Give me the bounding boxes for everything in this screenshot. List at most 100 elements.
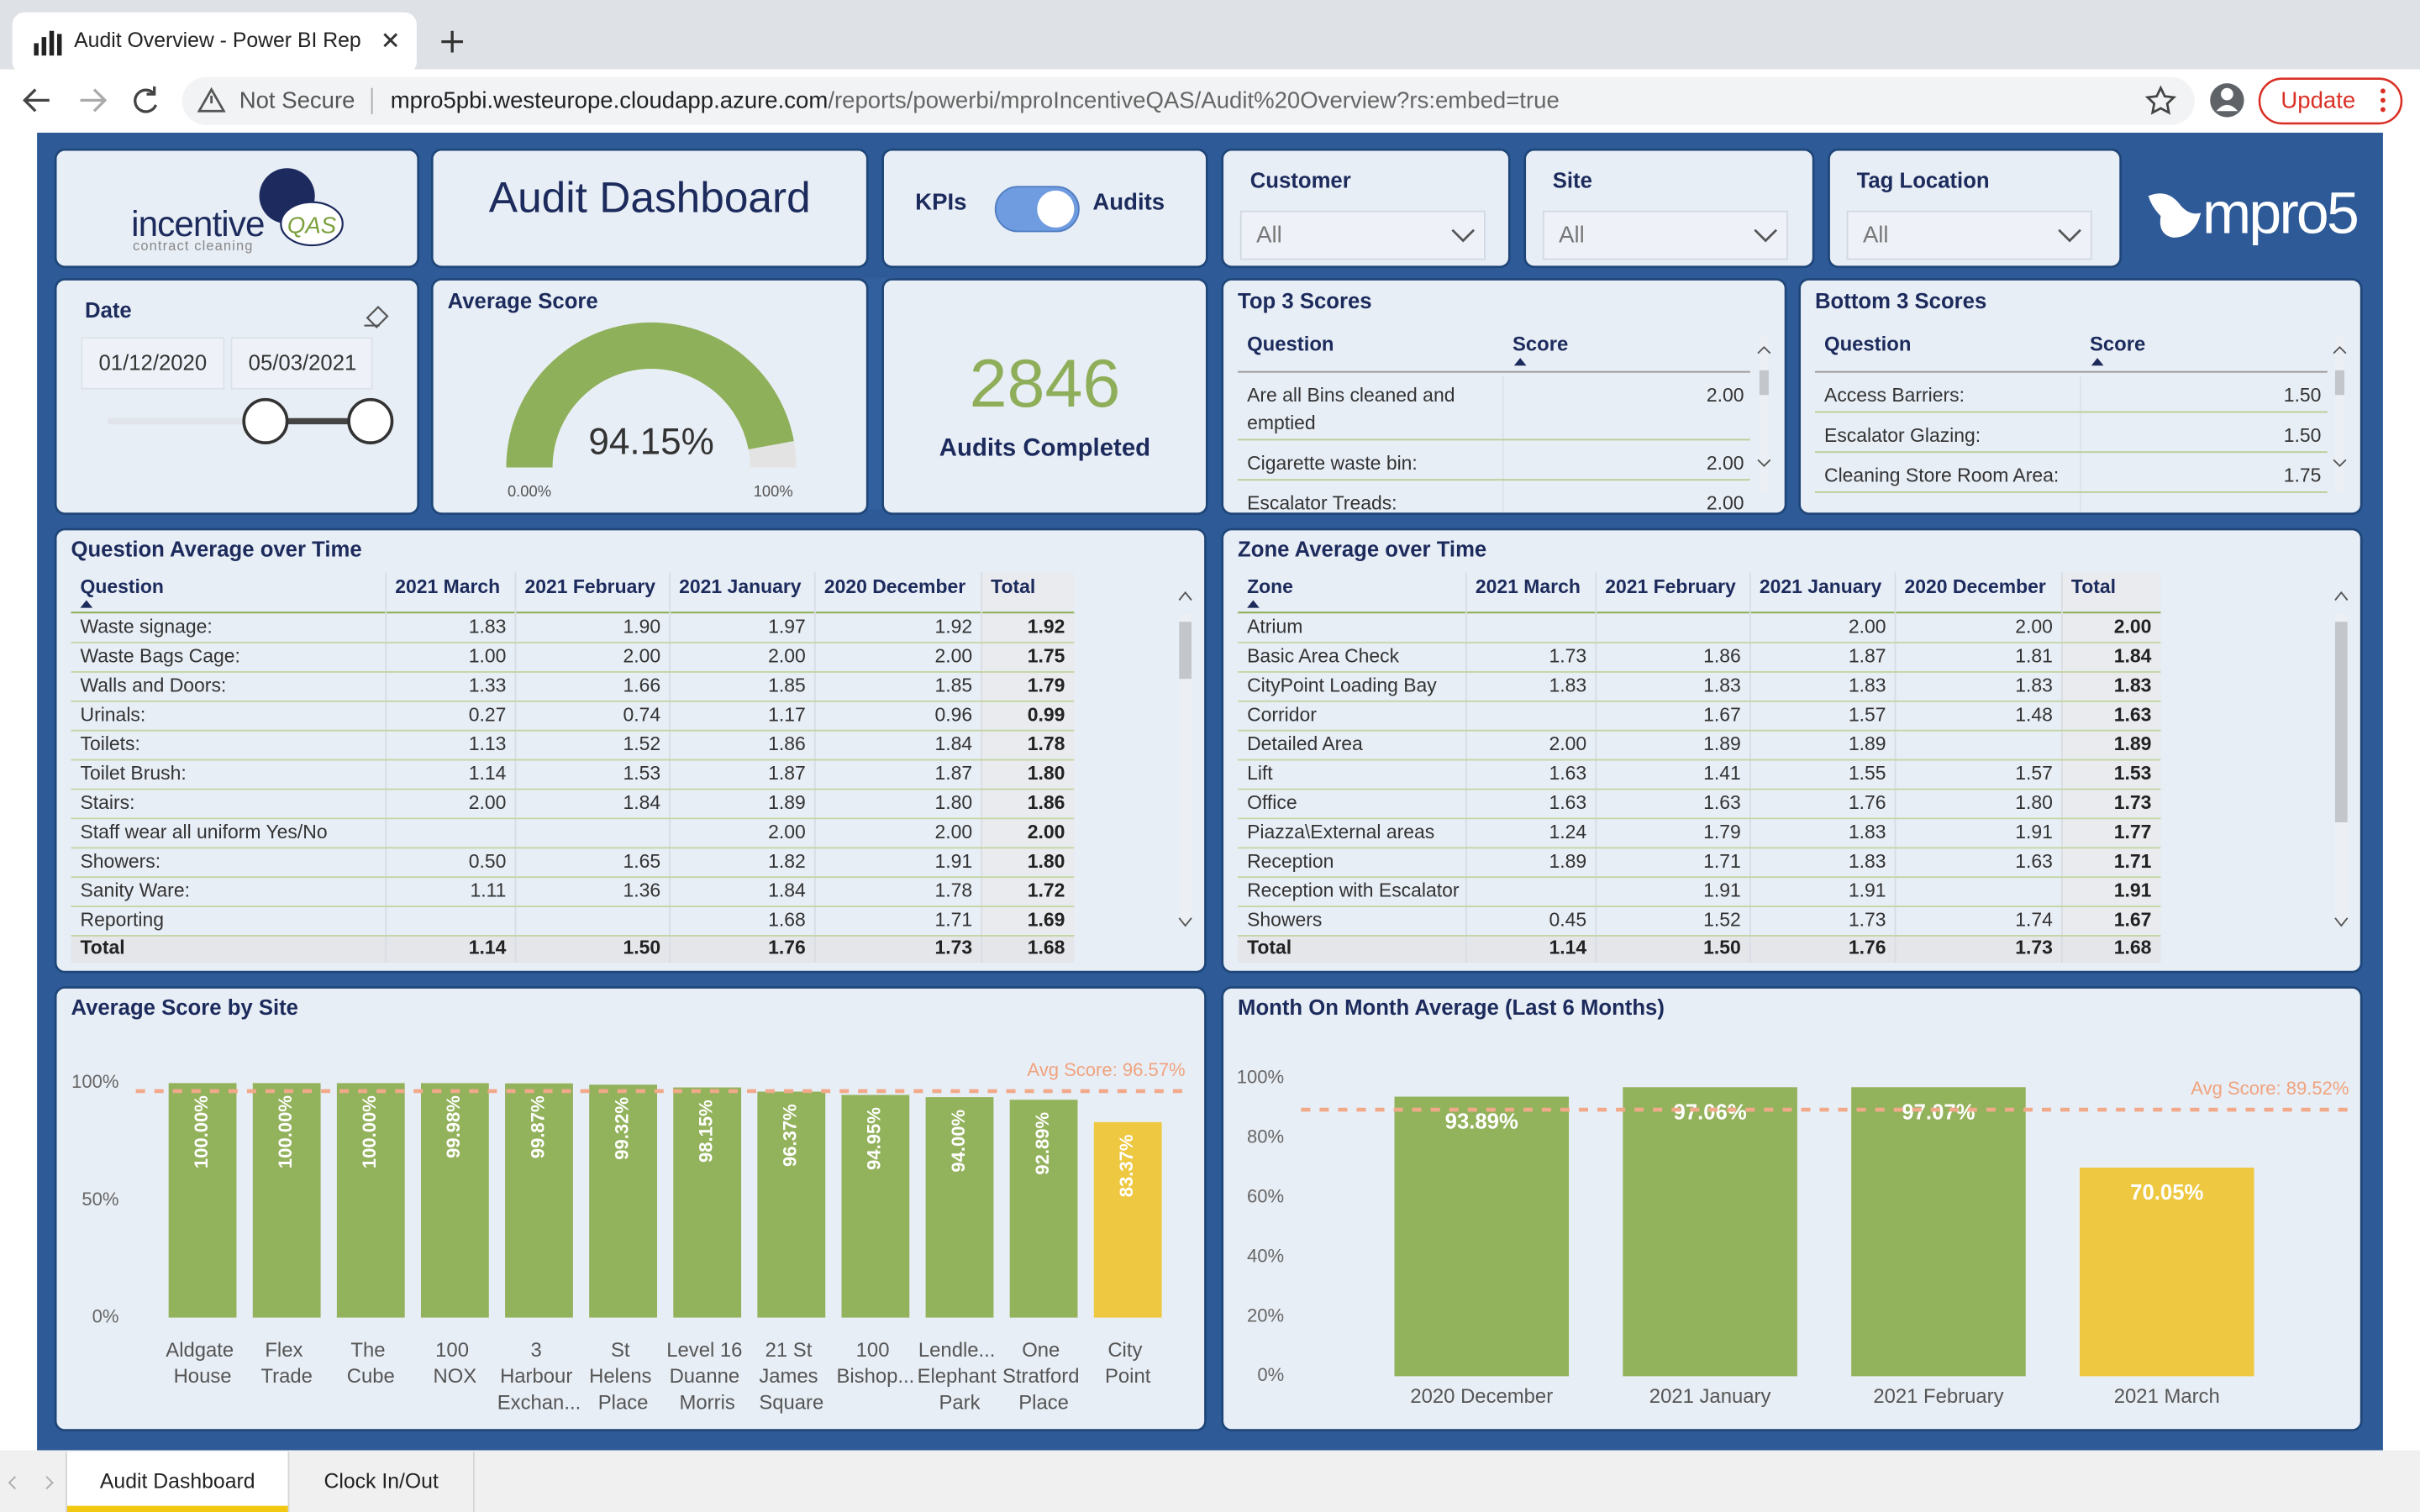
table-cell: 1.91 — [1849, 879, 1886, 901]
y-tick-label: 100% — [71, 1071, 118, 1092]
slicer-dropdown[interactable] — [1846, 210, 2092, 260]
bookmark-star[interactable] — [2144, 85, 2177, 115]
menu-dot — [2380, 107, 2386, 113]
scroll-up[interactable] — [2333, 345, 2347, 354]
table-cell: 1.90 — [623, 616, 660, 638]
table-cell: 1.17 — [768, 703, 806, 725]
row-label: Walls and Doors: — [81, 674, 227, 696]
scroll-up[interactable] — [1757, 345, 1771, 354]
date-start-box[interactable] — [81, 337, 225, 390]
data-label: 97.07% — [1902, 1100, 1975, 1124]
back-button[interactable] — [23, 88, 50, 113]
data-label: 92.89% — [1032, 1112, 1053, 1175]
forward-button[interactable] — [80, 88, 108, 113]
bar — [1009, 1100, 1078, 1318]
tab-icon-bar — [56, 34, 62, 56]
title-card — [430, 148, 869, 269]
data-label: 70.05% — [2130, 1181, 2203, 1205]
row-label: Lift — [1247, 762, 1273, 784]
tab-nav-right[interactable] — [45, 1476, 54, 1490]
table-cell: 1.91 — [1703, 879, 1741, 901]
slider-handle[interactable] — [242, 397, 289, 444]
table-cell: 1.36 — [623, 879, 660, 901]
kpi-value: 2846 — [970, 346, 1121, 422]
total-column — [981, 572, 1075, 936]
bar — [1394, 1096, 1570, 1377]
x-tick-label: 100 NOX — [434, 1339, 477, 1388]
scroll-up[interactable] — [1178, 591, 1192, 601]
menu-dot — [2380, 97, 2386, 103]
scroll-down[interactable] — [2334, 917, 2349, 927]
tab-nav-left[interactable] — [8, 1476, 17, 1490]
warning-icon — [197, 87, 226, 113]
total-cell: 1.73 — [934, 937, 972, 958]
new-tab[interactable] — [441, 30, 464, 53]
tab-icon-bar — [34, 43, 39, 56]
table-cell: 0.45 — [1549, 909, 1587, 931]
table-cell: 2.00 — [2015, 616, 2053, 638]
scrollbar-thumb[interactable] — [2334, 622, 2348, 822]
bar — [925, 1097, 994, 1318]
page-tab-indicator — [66, 1505, 289, 1512]
table-cell: 1.33 — [469, 674, 507, 696]
slicer-label: Customer — [1250, 170, 1351, 193]
table-title: Question Average over Time — [71, 538, 361, 562]
question-cell: Escalator Treads: — [1247, 492, 1397, 514]
bar — [2080, 1168, 2254, 1377]
total-label: Total — [81, 937, 125, 958]
reload-button[interactable] — [134, 86, 158, 113]
table-cell: 1.81 — [2015, 645, 2053, 667]
omnibox[interactable] — [182, 76, 2195, 125]
data-label: 99.98% — [443, 1095, 464, 1158]
profile-head — [2221, 87, 2233, 101]
slicer-label: Site — [1553, 170, 1592, 193]
profile-body — [2216, 104, 2238, 112]
row-label: Staff wear all uniform Yes/No — [81, 821, 328, 843]
scroll-down[interactable] — [2333, 459, 2347, 467]
x-tick-label: 2020 December — [1410, 1385, 1553, 1408]
slicer-dropdown[interactable] — [1239, 210, 1486, 260]
question_table-card — [54, 528, 1207, 974]
gauge-min: 0.00% — [508, 482, 551, 500]
column-header: Zone — [1247, 575, 1293, 597]
scrollbar-track — [1759, 336, 1769, 491]
scrollbar-thumb[interactable] — [1759, 370, 1769, 396]
active-tab[interactable] — [12, 12, 417, 75]
row-label: Waste signage: — [81, 616, 213, 638]
table-cell: 1.73 — [2114, 791, 2152, 813]
chart-card-content: Month On Month Average (Last 6 Months) 0%… — [1237, 996, 2353, 1408]
slicer-dropdown[interactable] — [1542, 210, 1788, 260]
page-tab-label[interactable]: Audit Dashboard — [100, 1471, 255, 1494]
score-cell: 2.00 — [1707, 452, 1744, 474]
scrollbar-thumb[interactable] — [2334, 370, 2344, 396]
eraser-icon[interactable] — [364, 305, 389, 328]
scroll-down[interactable] — [1178, 917, 1192, 927]
x-tick-label: 2021 March — [2114, 1385, 2220, 1408]
data-label: 96.37% — [780, 1104, 801, 1167]
update-button[interactable] — [2258, 77, 2403, 125]
table-cell: 1.84 — [768, 879, 806, 901]
tab-icon-bar — [49, 30, 55, 56]
bar — [1093, 1121, 1162, 1318]
page-tab-label[interactable]: Clock In/Out — [324, 1471, 438, 1494]
bar — [505, 1083, 573, 1318]
date-end-box[interactable] — [230, 337, 373, 390]
page-tab-active[interactable] — [66, 1452, 289, 1512]
total-cell: 1.14 — [1549, 937, 1587, 958]
table-cell: 1.86 — [768, 732, 806, 754]
scrollbar-thumb[interactable] — [1179, 622, 1192, 680]
column-header: Score — [2090, 333, 2145, 356]
column-header: Total — [991, 575, 1035, 597]
dropdown-chevron — [1451, 228, 1476, 243]
data-label: 100.00% — [191, 1095, 212, 1168]
scroll-up[interactable] — [2334, 591, 2349, 601]
tab-close[interactable] — [383, 33, 398, 48]
scroll-down[interactable] — [1757, 459, 1771, 467]
slider-handle[interactable] — [347, 397, 394, 444]
table-cell: 0.27 — [469, 703, 507, 725]
y-tick-label: 100% — [1237, 1067, 1284, 1088]
row-label: Showers — [1247, 909, 1322, 931]
table-cell: 1.65 — [623, 850, 660, 872]
slicer-value: All — [1256, 221, 1282, 247]
update-label: Update — [2281, 87, 2355, 113]
